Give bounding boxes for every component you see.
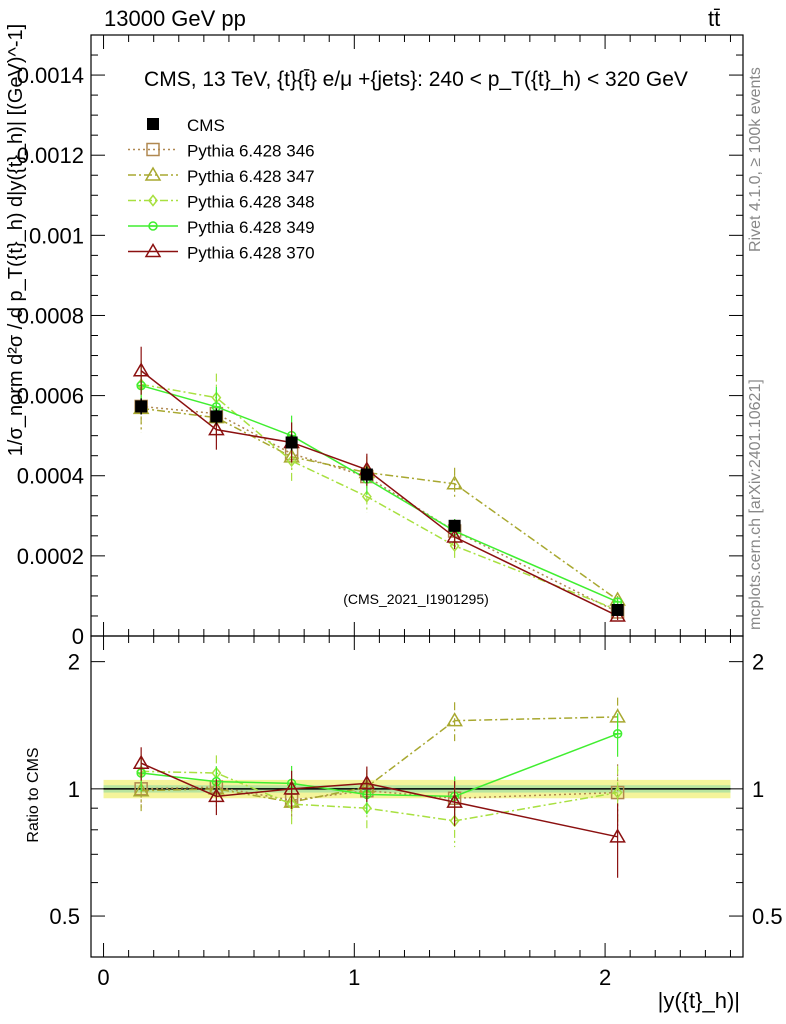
series-point-4: [208, 421, 225, 436]
ratio-tick-label-left: 2: [68, 650, 80, 675]
series-point-4: [446, 528, 463, 543]
chart-title: CMS, 13 TeV, {t}{t̄} e/μ +{jets}: 240 < …: [144, 68, 688, 91]
source-label: mcplots.cern.ch [arXiv:2401.10621]: [747, 379, 764, 630]
x-tick-label: 0: [97, 965, 109, 990]
series-line-4: [140, 370, 618, 617]
ratio-tick-label-right: 2: [752, 650, 764, 675]
x-tick-label: 1: [348, 965, 360, 990]
ratio-tick-label-right: 0.5: [752, 904, 783, 929]
x-axis-label: |y({t}_h)|: [658, 988, 740, 1013]
ratio-point-2: [286, 797, 297, 811]
ratio-line-4: [140, 762, 618, 838]
data-point: [360, 468, 373, 481]
ratio-axis-label: Ratio to CMS: [25, 747, 42, 842]
ratio-point-4: [208, 787, 225, 803]
ratio-point-4: [358, 774, 376, 790]
data-point: [135, 400, 148, 413]
ratio-point-4: [446, 793, 463, 808]
legend-marker-4: [144, 243, 162, 258]
series-line-2: [141, 383, 618, 611]
legend-label-data: CMS: [187, 116, 225, 135]
data-point: [611, 603, 624, 616]
ratio-point-1: [132, 782, 150, 797]
y-tick-label: 0.0002: [17, 544, 84, 569]
data-point: [285, 436, 298, 449]
y-tick-label: 0.0014: [17, 63, 84, 88]
legend-label-0: Pythia 6.428 346: [187, 142, 315, 161]
y-tick-label: 0.0012: [17, 143, 84, 168]
ratio-point-1: [446, 712, 463, 727]
ratio-point-4: [283, 780, 300, 795]
y-tick-label: 0.001: [29, 223, 84, 248]
y-tick-label: 0.0006: [17, 384, 84, 409]
y-tick-label: 0: [72, 624, 84, 649]
legend-label-4: Pythia 6.428 370: [187, 244, 315, 263]
analysis-id-label: (CMS_2021_I1901295): [343, 591, 489, 607]
ratio-tick-label-left: 1: [68, 777, 80, 802]
process-label: tt̄: [708, 6, 721, 31]
y-tick-label: 0.0008: [17, 303, 84, 328]
legend-label-1: Pythia 6.428 347: [187, 167, 315, 186]
ratio-tick-label-left: 0.5: [49, 904, 80, 929]
series-point-2: [449, 539, 460, 553]
data-point: [448, 519, 461, 532]
legend-marker-1: [144, 166, 162, 181]
legend-label-3: Pythia 6.428 349: [187, 218, 315, 237]
series-line-1: [141, 407, 619, 601]
ratio-point-2: [612, 786, 623, 799]
series-point-2: [361, 490, 372, 503]
ratio-line-2: [141, 770, 618, 822]
series-point-2: [286, 454, 297, 468]
series-point-1: [446, 475, 463, 490]
legend-label-2: Pythia 6.428 348: [187, 193, 315, 212]
legend-marker-0: [146, 142, 160, 157]
ratio-tick-label-right: 1: [752, 777, 764, 802]
legend-marker-data: [147, 118, 159, 130]
ratio-plot-frame: [90, 635, 744, 958]
rivet-version-label: Rivet 4.1.0, ≥ 100k events: [747, 67, 764, 252]
energy-label: 13000 GeV pp: [104, 6, 246, 31]
y-tick-label: 0.0004: [17, 464, 84, 489]
x-tick-label: 2: [599, 965, 611, 990]
legend-marker-2: [148, 194, 158, 207]
data-point: [210, 410, 223, 423]
ratio-line-3: [141, 733, 618, 798]
ratio-point-4: [132, 754, 150, 769]
y-axis-label: 1/σ_norm d²σ / d p_T({t}_h) d|y({t}_h)| …: [5, 24, 27, 456]
series-line-3: [140, 384, 618, 603]
series-point-4: [132, 362, 150, 377]
ratio-point-4: [609, 828, 626, 843]
